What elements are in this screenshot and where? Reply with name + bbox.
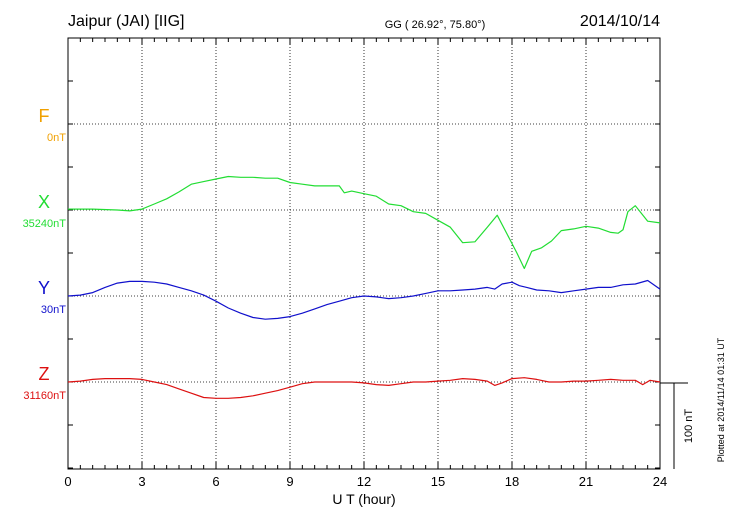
series-line-Z — [67, 377, 661, 399]
x-tick-labels: 0 3 6 9 12 15 18 21 24 — [64, 474, 667, 489]
series-baseline-Z: 31160nT — [23, 390, 66, 402]
station-title: Jaipur (JAI) [IIG] — [68, 13, 184, 30]
x-tick-label: 15 — [431, 474, 445, 489]
series-name-F: F — [39, 106, 50, 126]
series-baseline-X: 35240nT — [23, 218, 67, 230]
series-name-Z: Z — [39, 364, 50, 384]
series-baseline-Y: 30nT — [41, 304, 66, 316]
x-tick-label: 0 — [64, 474, 71, 489]
x-tick-label: 9 — [286, 474, 293, 489]
series-baseline-F: 0nT — [47, 132, 66, 144]
minor-ticks — [67, 38, 661, 469]
scale-bar-label: 100 nT — [683, 409, 695, 444]
scale-bar: 100 nT — [660, 382, 695, 469]
grid-lines — [68, 38, 660, 469]
plotted-timestamp: Plotted at 2014/11/14 01:31 UT — [716, 337, 726, 462]
x-axis-label: U T (hour) — [332, 491, 395, 507]
x-tick-label: 21 — [579, 474, 593, 489]
chart-date: 2014/10/14 — [580, 13, 660, 30]
station-coords: GG ( 26.92°, 75.80°) — [385, 19, 486, 31]
x-tick-label: 24 — [653, 474, 667, 489]
series-name-X: X — [38, 192, 50, 212]
series-line-Y — [67, 279, 661, 320]
series-line-X — [68, 175, 661, 270]
plot-frame — [67, 37, 661, 470]
series-labels: F 0nT X 35240nT Y 30nT Z 31160nT — [23, 106, 67, 402]
series-lines — [67, 175, 661, 399]
x-tick-label: 12 — [357, 474, 371, 489]
x-tick-label: 3 — [138, 474, 145, 489]
x-tick-label: 6 — [212, 474, 219, 489]
x-tick-label: 18 — [505, 474, 519, 489]
series-name-Y: Y — [38, 278, 50, 298]
